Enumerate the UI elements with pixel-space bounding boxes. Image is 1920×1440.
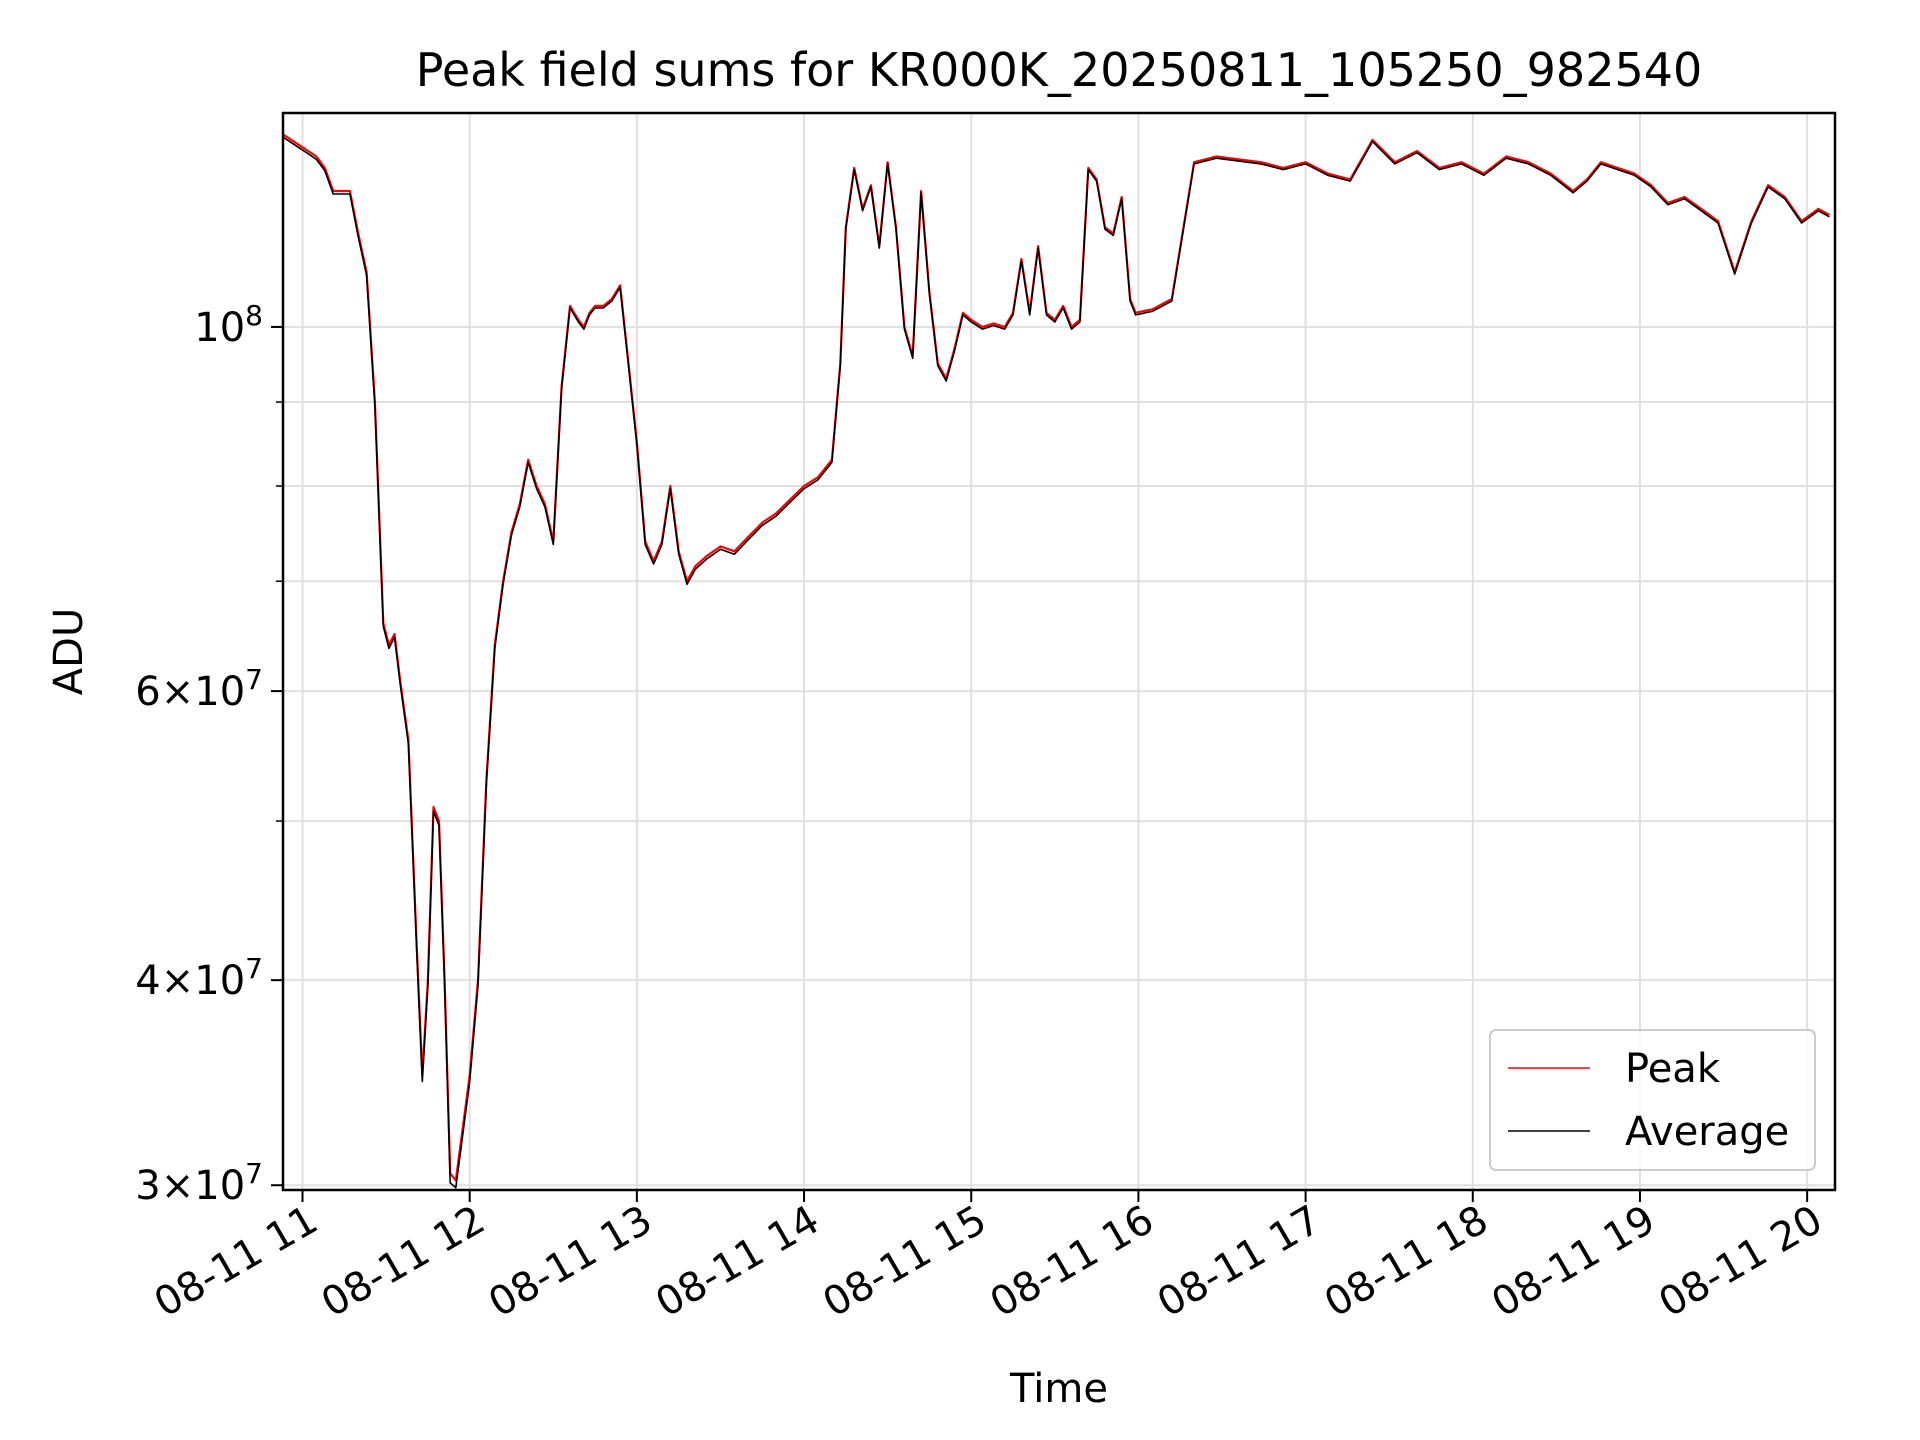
series-line-average [283, 136, 1830, 1189]
legend-box [1489, 1029, 1816, 1171]
plot-area-frame [281, 111, 1837, 1192]
y-tick-label: 4×107 [135, 952, 263, 1004]
legend-label-average: Average [1625, 1109, 1789, 1155]
y-tick-label: 3×107 [135, 1157, 263, 1209]
legend-label-peak: Peak [1625, 1046, 1721, 1092]
series-lines [283, 133, 1830, 1189]
chart-title: Peak field sums for KR000K_20250811_1052… [416, 43, 1703, 97]
grid-lines [283, 113, 1835, 1190]
x-tick-label: 08-11 20 [1651, 1197, 1830, 1327]
x-tick-label: 08-11 19 [1484, 1197, 1663, 1327]
y-tick-label: 6×107 [135, 663, 263, 715]
x-tick-label: 08-11 12 [314, 1197, 493, 1327]
x-tick-label: 08-11 16 [983, 1197, 1162, 1327]
series-line-peak [283, 133, 1830, 1182]
x-tick-label: 08-11 17 [1150, 1197, 1329, 1327]
x-axis-title: Time [1009, 1366, 1108, 1412]
x-tick-label: 08-11 11 [147, 1197, 326, 1327]
x-tick-label: 08-11 14 [648, 1197, 827, 1327]
y-axis-ticks: 3×107 4×107 6×107 108 [135, 299, 283, 1209]
x-tick-label: 08-11 18 [1317, 1197, 1496, 1327]
legend: Peak Average [1489, 1029, 1816, 1171]
x-tick-label: 08-11 15 [815, 1197, 994, 1327]
y-tick-label: 108 [194, 299, 263, 351]
x-tick-label: 08-11 13 [481, 1197, 660, 1327]
y-axis-title: ADU [46, 608, 92, 695]
